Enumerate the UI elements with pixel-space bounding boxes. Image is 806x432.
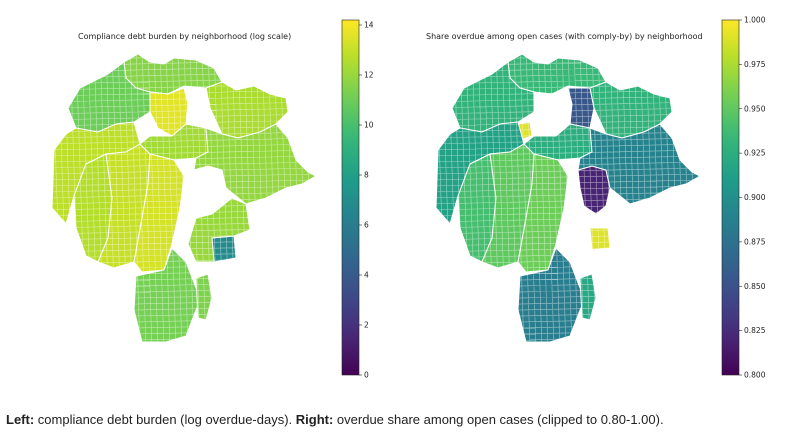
colorbar-tick-label: 0.875 xyxy=(744,237,766,246)
colorbar-tick-label: 0.850 xyxy=(744,282,766,291)
colorbar-tick-label: 6 xyxy=(364,221,369,230)
colorbar-tick-label: 0.825 xyxy=(744,326,766,335)
colorbar-gradient xyxy=(721,19,740,376)
map-region-southeast-yellow xyxy=(589,227,611,251)
colorbar-tick-label: 10 xyxy=(364,121,374,130)
colorbar-tick-label: 0.925 xyxy=(744,149,766,158)
right-map-title: Share overdue among open cases (with com… xyxy=(426,32,703,41)
left-colorbar: 0 2 4 6 8 10 12 14 xyxy=(341,19,374,380)
right-colorbar: 0.800 0.825 0.850 0.875 0.900 0.925 0.950 0.975… xyxy=(721,16,766,380)
caption-left-text: compliance debt burden (log overdue-days… xyxy=(34,412,296,427)
colorbar-tick-label: 0.950 xyxy=(744,104,766,113)
colorbar-tick-label: 1.000 xyxy=(744,16,766,25)
colorbar-tick-label: 14 xyxy=(364,21,374,30)
colorbar-tick-label: 8 xyxy=(364,171,369,180)
map-region-north-center-purple xyxy=(567,87,595,129)
colorbar-tick-label: 0.975 xyxy=(744,60,766,69)
map-region-east xyxy=(577,123,702,205)
colorbar-tick-label: 12 xyxy=(364,71,374,80)
colorbar-tick-label: 0.900 xyxy=(744,193,766,202)
colorbar-tick-label: 0.800 xyxy=(744,371,766,380)
caption-right-text: overdue share among open cases (clipped … xyxy=(333,412,664,427)
colorbar-tick-label: 2 xyxy=(364,321,369,330)
caption-left-label: Left: xyxy=(6,412,35,427)
map-region-east-purple xyxy=(577,165,611,215)
left-map-title: Compliance debt burden by neighborhood (… xyxy=(78,32,292,41)
colorbar-tick-label: 4 xyxy=(364,271,369,280)
caption-right-label: Right: xyxy=(295,412,334,427)
colorbar-gradient xyxy=(341,19,360,376)
colorbar-tick-label: 0 xyxy=(364,371,369,380)
left-choropleth-map xyxy=(51,53,318,343)
right-choropleth-map xyxy=(435,53,702,343)
map-region-east xyxy=(193,123,318,205)
figure-caption: Left: compliance debt burden (log overdu… xyxy=(6,412,664,427)
